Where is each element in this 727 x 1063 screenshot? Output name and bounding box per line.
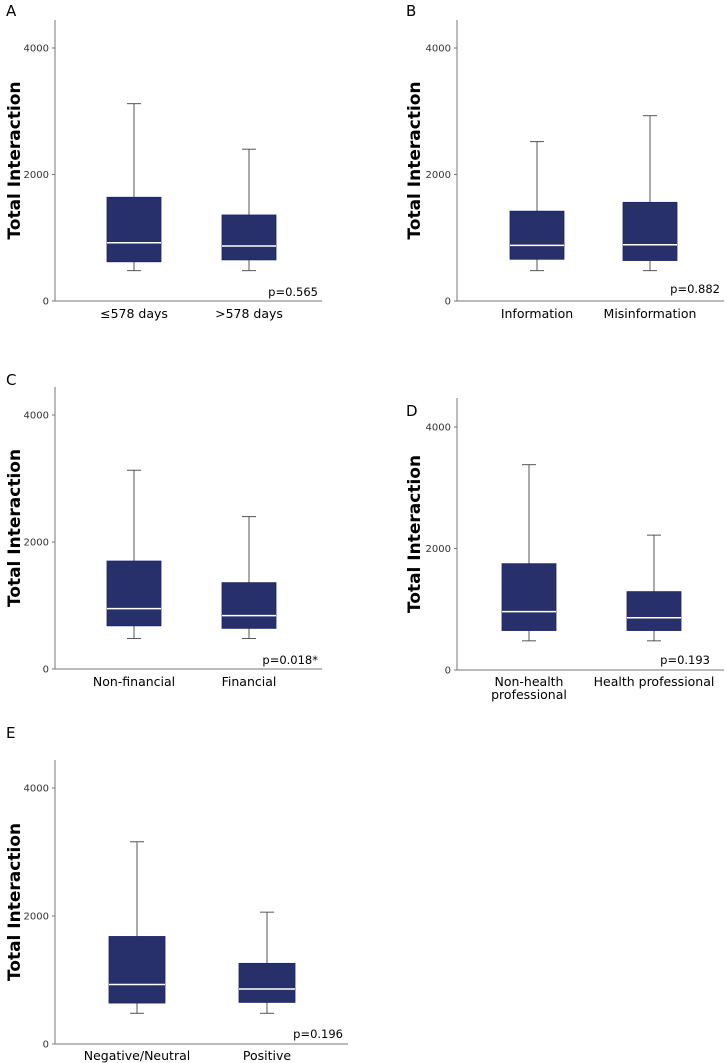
y-tick-label: 4000 bbox=[24, 44, 49, 55]
category-label: Non-health professional bbox=[491, 674, 567, 702]
box-2 bbox=[238, 911, 296, 1014]
category-label: ≤578 days bbox=[100, 306, 168, 321]
y-tick-label: 2000 bbox=[24, 170, 49, 181]
panel-d: D Total Interaction 0 2000 4000 Non-health pro… bbox=[405, 398, 724, 702]
y-axis-title: Total Interaction bbox=[405, 81, 425, 239]
panel-a: A Total Interaction 0 2000 4000 ≤578 days >578… bbox=[5, 2, 322, 321]
box-1 bbox=[108, 841, 166, 1014]
panel-letter: B bbox=[406, 2, 416, 20]
category-label: Non-financial bbox=[93, 674, 175, 689]
panel-letter: E bbox=[6, 724, 15, 742]
category-label: >578 days bbox=[215, 306, 283, 321]
y-tick-label: 0 bbox=[445, 666, 451, 677]
iqr-box bbox=[221, 214, 277, 261]
box-1 bbox=[106, 469, 162, 640]
y-tick-label: 4000 bbox=[24, 411, 49, 422]
p-value-annotation: p=0.196 bbox=[293, 1027, 343, 1041]
iqr-box bbox=[106, 560, 162, 627]
p-value-annotation: p=0.193 bbox=[660, 653, 710, 667]
category-label: Negative/Neutral bbox=[84, 1048, 190, 1063]
box-1 bbox=[501, 464, 557, 642]
iqr-box bbox=[501, 563, 557, 631]
y-tick-label: 0 bbox=[43, 665, 49, 676]
panel-letter: A bbox=[6, 2, 17, 20]
p-value-annotation: p=0.018* bbox=[262, 653, 318, 667]
box-1 bbox=[106, 103, 162, 272]
box-2 bbox=[626, 534, 682, 642]
iqr-box bbox=[106, 196, 162, 263]
box-1 bbox=[509, 141, 565, 272]
p-value-annotation: p=0.565 bbox=[268, 285, 318, 299]
panel-c: C Total Interaction 0 2000 4000 Non-financial… bbox=[5, 371, 322, 689]
y-axis-title: Total Interaction bbox=[5, 449, 25, 607]
p-value-annotation: p=0.882 bbox=[670, 282, 720, 296]
panel-letter: D bbox=[406, 402, 418, 420]
y-tick-label: 2000 bbox=[24, 538, 49, 549]
box-2 bbox=[221, 516, 277, 640]
y-tick-label: 2000 bbox=[426, 544, 451, 555]
y-tick-label: 4000 bbox=[426, 44, 451, 55]
y-tick-label: 0 bbox=[445, 297, 451, 308]
category-label: Positive bbox=[243, 1048, 291, 1063]
iqr-box bbox=[221, 582, 277, 629]
panel-letter: C bbox=[6, 371, 16, 389]
box-2 bbox=[622, 115, 678, 272]
iqr-box bbox=[509, 210, 565, 260]
iqr-box bbox=[238, 962, 296, 1003]
y-tick-label: 0 bbox=[43, 1040, 49, 1051]
y-tick-label: 4000 bbox=[24, 784, 49, 795]
y-tick-label: 0 bbox=[43, 297, 49, 308]
panel-b: B Total Interaction 0 2000 4000 Information Mi… bbox=[405, 2, 724, 321]
category-label: Misinformation bbox=[604, 306, 697, 321]
y-tick-label: 4000 bbox=[426, 423, 451, 434]
iqr-box bbox=[626, 591, 682, 631]
iqr-box bbox=[108, 936, 166, 1004]
y-tick-label: 2000 bbox=[24, 912, 49, 923]
y-axis-title: Total Interaction bbox=[405, 455, 425, 613]
category-label: Health professional bbox=[594, 674, 715, 689]
category-label: Financial bbox=[222, 674, 277, 689]
y-tick-label: 2000 bbox=[426, 170, 451, 181]
y-axis-title: Total Interaction bbox=[5, 81, 25, 239]
panel-e: E Total Interaction 0 2000 4000 Negative/Neut… bbox=[5, 724, 348, 1063]
category-label: Information bbox=[501, 306, 573, 321]
iqr-box bbox=[622, 201, 678, 261]
y-axis-title: Total Interaction bbox=[5, 823, 25, 981]
box-2 bbox=[221, 148, 277, 272]
